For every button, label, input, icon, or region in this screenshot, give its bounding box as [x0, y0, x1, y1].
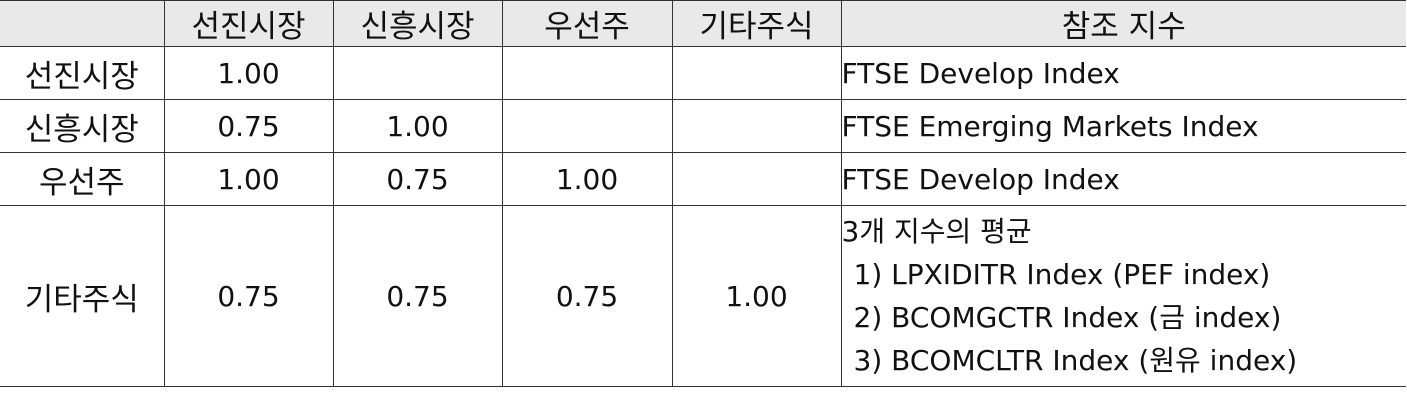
table-cell — [501, 46, 673, 100]
table-cell: 0.75 — [163, 205, 334, 387]
reference-line: 2) BCOMGCTR Index (금 index) — [853, 301, 1282, 334]
header-corner — [0, 0, 165, 47]
header-preferred-stock: 우선주 — [501, 0, 673, 47]
header-emerging-markets: 신흥시장 — [332, 0, 503, 47]
row-label: 우선주 — [0, 152, 165, 206]
header-reference-index: 참조 지수 — [840, 0, 1406, 47]
reference-cell: FTSE Develop Index — [840, 46, 1406, 100]
table-cell: 1.00 — [332, 99, 503, 153]
reference-cell: FTSE Emerging Markets Index — [840, 99, 1406, 153]
table-cell: 1.00 — [163, 46, 334, 100]
header-developed-markets: 선진시장 — [163, 0, 334, 47]
row-label: 선진시장 — [0, 46, 165, 100]
table-row: 우선주 1.00 0.75 1.00 FTSE Develop Index — [0, 152, 1406, 206]
header-row: 선진시장 신흥시장 우선주 기타주식 참조 지수 — [0, 0, 1406, 47]
table-cell: 0.75 — [332, 152, 503, 206]
row-label: 기타주식 — [0, 205, 165, 387]
table-cell: 0.75 — [332, 205, 503, 387]
reference-cell: 3개 지수의 평균 1) LPXIDITR Index (PEF index) … — [840, 205, 1406, 387]
table-cell — [501, 99, 673, 153]
table-cell: 1.00 — [501, 152, 673, 206]
table-row: 기타주식 0.75 0.75 0.75 1.00 3개 지수의 평균 1) LP… — [0, 205, 1406, 387]
row-label: 신흥시장 — [0, 99, 165, 153]
reference-line: FTSE Emerging Markets Index — [841, 109, 1259, 143]
correlation-table: 선진시장 신흥시장 우선주 기타주식 참조 지수 선진시장 1.00 FTSE … — [0, 0, 1406, 387]
table-row: 신흥시장 0.75 1.00 FTSE Emerging Markets Ind… — [0, 99, 1406, 153]
header-other-equity: 기타주식 — [671, 0, 842, 47]
table-cell: 1.00 — [163, 152, 334, 206]
table-cell — [332, 46, 503, 100]
table-cell: 0.75 — [501, 205, 673, 387]
table-cell — [671, 46, 842, 100]
table-cell: 1.00 — [671, 205, 842, 387]
reference-line: 3) BCOMCLTR Index (원유 index) — [853, 344, 1298, 377]
table-cell: 0.75 — [163, 99, 334, 153]
table-cell — [671, 152, 842, 206]
reference-line: FTSE Develop Index — [841, 162, 1120, 196]
reference-line: 3개 지수의 평균 — [841, 215, 1032, 248]
reference-line: 1) LPXIDITR Index (PEF index) — [853, 258, 1271, 291]
table-cell — [671, 99, 842, 153]
reference-line: FTSE Develop Index — [841, 56, 1120, 90]
reference-cell: FTSE Develop Index — [840, 152, 1406, 206]
table-row: 선진시장 1.00 FTSE Develop Index — [0, 46, 1406, 100]
